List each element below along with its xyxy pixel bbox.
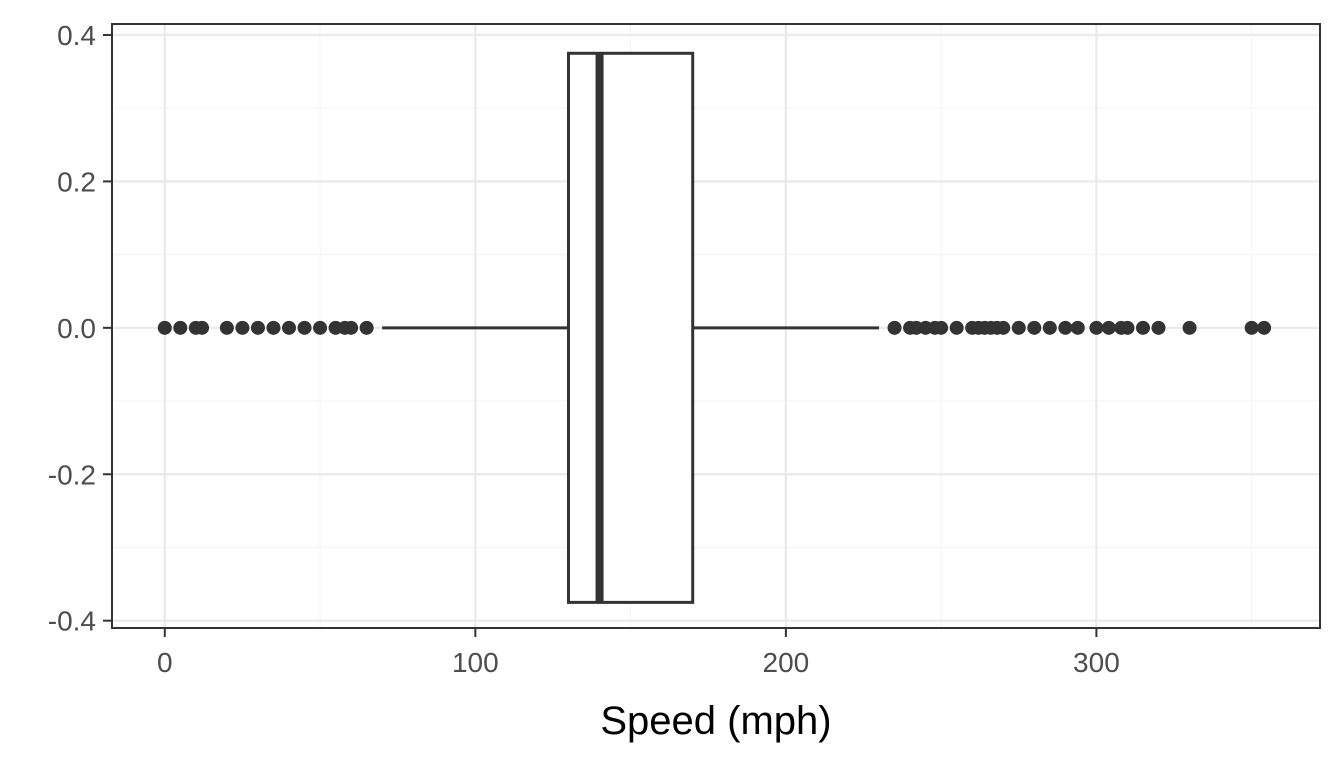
outlier-point [887, 320, 902, 335]
y-tick-label: 0.0 [57, 313, 96, 344]
x-axis: 0 100 200 300 [157, 628, 1120, 678]
outlier-point [1058, 320, 1073, 335]
y-tick-label: 0.2 [57, 166, 96, 197]
outlier-point [1182, 320, 1197, 335]
panel-border [111, 23, 1321, 629]
outlier-point [235, 320, 250, 335]
y-axis: -0.4 -0.2 0.0 0.2 0.4 [48, 20, 112, 637]
outlier-point [157, 320, 172, 335]
outlier-point [1244, 320, 1259, 335]
y-tick-label: -0.4 [48, 606, 96, 637]
plot-marks [157, 51, 1272, 604]
outlier-point [1042, 320, 1057, 335]
y-tick-label: 0.4 [57, 20, 96, 51]
outlier-point [1257, 320, 1272, 335]
outlier-point [266, 320, 281, 335]
outlier-point [1089, 320, 1104, 335]
outlier-point [1027, 320, 1042, 335]
outlier-point [1101, 320, 1116, 335]
x-tick-label: 0 [157, 647, 173, 678]
outlier-point [1011, 320, 1026, 335]
outlier-point [949, 320, 964, 335]
outlier-point [173, 320, 188, 335]
outlier-point [934, 320, 949, 335]
outlier-point [359, 320, 374, 335]
outlier-point [1135, 320, 1150, 335]
outlier-point [297, 320, 312, 335]
x-tick-label: 300 [1073, 647, 1120, 678]
outlier-point [344, 320, 359, 335]
outlier-point [250, 320, 265, 335]
iqr-box [566, 51, 695, 604]
outlier-point [1120, 320, 1135, 335]
y-tick-label: -0.2 [48, 459, 96, 490]
outlier-point [282, 320, 297, 335]
outlier-point [219, 320, 234, 335]
outlier-point [1151, 320, 1166, 335]
x-tick-label: 100 [452, 647, 499, 678]
x-tick-label: 200 [763, 647, 810, 678]
outlier-point [996, 320, 1011, 335]
outlier-point [313, 320, 328, 335]
outlier-point [1070, 320, 1085, 335]
x-axis-title: Speed (mph) [600, 699, 831, 743]
outlier-point [195, 320, 210, 335]
